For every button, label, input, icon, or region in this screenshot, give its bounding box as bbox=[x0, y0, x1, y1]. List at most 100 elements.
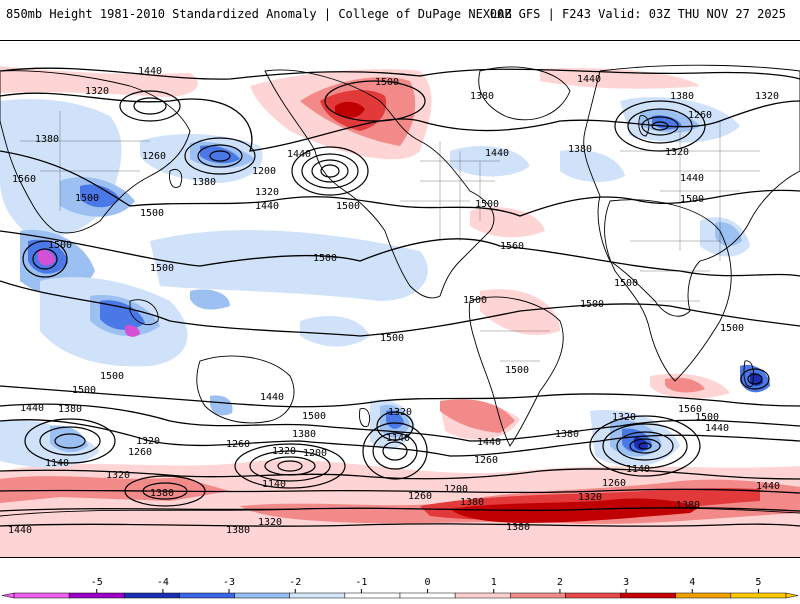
contour-label: 1440 bbox=[680, 173, 704, 184]
colorbar-ticks bbox=[96, 589, 759, 593]
contour-label: 1260 bbox=[408, 491, 432, 502]
contour-label: 1500 bbox=[505, 365, 529, 376]
eurasia-east-coast bbox=[0, 70, 191, 234]
colorbar-bin bbox=[675, 592, 732, 599]
contour-label: 1500 bbox=[475, 199, 499, 210]
japan-coast bbox=[169, 168, 183, 188]
contour-1560-north bbox=[0, 230, 800, 277]
contour-label: 1500 bbox=[463, 295, 487, 306]
contour-label: 1380 bbox=[35, 134, 59, 145]
contour-1320-south bbox=[0, 468, 800, 480]
contour-label: 1500 bbox=[375, 77, 399, 88]
colorbar-labels: -5 -4 -3 -2 -1 0 1 2 3 4 5 bbox=[91, 577, 762, 588]
contour-label: 1380 bbox=[58, 404, 82, 415]
contour-label: 1200 bbox=[303, 448, 327, 459]
contour-label: 1440 bbox=[485, 148, 509, 159]
contour-label: 1500 bbox=[695, 412, 719, 423]
colorbar-min-arrow bbox=[1, 592, 15, 599]
contour-label: 1320 bbox=[255, 187, 279, 198]
eurasia-coast bbox=[583, 64, 800, 317]
map-svg: 1440 1320 1380 1260 1560 1500 1500 1380 … bbox=[0, 41, 800, 557]
contour-label: 1560 bbox=[678, 404, 702, 415]
colorbar-tick-label: 0 bbox=[425, 577, 431, 588]
contour-1500-tropics bbox=[0, 280, 800, 337]
colorbar-bins bbox=[1, 592, 799, 599]
contour-label: 1500 bbox=[75, 193, 99, 204]
contour-label: 1260 bbox=[128, 447, 152, 458]
colorbar-bin bbox=[565, 592, 621, 599]
colorbar-bin bbox=[234, 592, 290, 599]
colorbar-tick-label: 2 bbox=[557, 577, 563, 588]
colorbar-tick-label: -2 bbox=[289, 577, 301, 588]
country-borders bbox=[20, 111, 760, 362]
contour-label: 1320 bbox=[272, 446, 296, 457]
low-north-atlantic bbox=[614, 100, 706, 152]
south-america-coast bbox=[468, 296, 564, 447]
low-south-pacific-west bbox=[234, 443, 346, 489]
colorbar-bin bbox=[179, 592, 235, 599]
contour-label: 1440 bbox=[8, 525, 32, 536]
contour-label: 1320 bbox=[106, 470, 130, 481]
low-north-pacific bbox=[291, 146, 369, 196]
contour-label: 1500 bbox=[140, 208, 164, 219]
colorbar-tick-label: 4 bbox=[689, 577, 695, 588]
contour-label: 1500 bbox=[380, 333, 404, 344]
model-run-info: 00Z GFS | F243 Valid: 03Z THU NOV 27 202… bbox=[489, 7, 786, 21]
contour-label: 1260 bbox=[688, 110, 712, 121]
contour-label: 1500 bbox=[302, 411, 326, 422]
contour-label: 1260 bbox=[602, 478, 626, 489]
contour-1500-south bbox=[0, 385, 800, 408]
map-panel[interactable]: 1440 1320 1380 1260 1560 1500 1500 1380 … bbox=[0, 40, 800, 558]
low-west-pacific bbox=[22, 240, 68, 278]
contour-label: 1320 bbox=[665, 147, 689, 158]
low-south-ring bbox=[124, 475, 206, 507]
contour-label: 1560 bbox=[500, 241, 524, 252]
colorbar-bin bbox=[344, 592, 401, 599]
contour-label: 1380 bbox=[226, 525, 250, 536]
australia-coast bbox=[196, 355, 295, 424]
colorbar-tick-label: -1 bbox=[355, 577, 367, 588]
contour-label: 1500 bbox=[720, 323, 744, 334]
colorbar-bin bbox=[620, 592, 676, 599]
colorbar-tick-label: 3 bbox=[623, 577, 629, 588]
colorbar-bin bbox=[124, 592, 180, 599]
colorbar-tick-label: 1 bbox=[491, 577, 497, 588]
colorbar-tick-label: -4 bbox=[157, 577, 169, 588]
contour-label: 1500 bbox=[614, 278, 638, 289]
contour-label: 1320 bbox=[755, 91, 779, 102]
contour-label: 1380 bbox=[506, 522, 530, 533]
contour-label: 1380 bbox=[670, 91, 694, 102]
low-south-atlantic bbox=[589, 415, 701, 477]
contour-label: 1440 bbox=[287, 149, 311, 160]
contour-label: 1140 bbox=[262, 479, 286, 490]
madagascar-coast bbox=[743, 360, 755, 387]
contour-label: 1200 bbox=[444, 484, 468, 495]
contour-label: 1500 bbox=[580, 299, 604, 310]
contour-label: 1500 bbox=[313, 253, 337, 264]
contour-label: 1260 bbox=[226, 439, 250, 450]
contour-label: 1380 bbox=[192, 177, 216, 188]
colorbar-tick-label: 5 bbox=[755, 577, 761, 588]
low-south-indian bbox=[24, 418, 116, 464]
africa-coast bbox=[604, 199, 732, 382]
contour-label: 1440 bbox=[756, 481, 780, 492]
colorbar-bin bbox=[289, 592, 346, 599]
contour-label: 1380 bbox=[676, 500, 700, 511]
height-contours bbox=[0, 67, 800, 527]
contour-label: 1320 bbox=[612, 412, 636, 423]
contour-label: 1320 bbox=[136, 436, 160, 447]
contour-labels: 1440 1320 1380 1260 1560 1500 1500 1380 … bbox=[8, 66, 780, 536]
contour-1260-south bbox=[0, 488, 800, 494]
contour-label: 1500 bbox=[72, 385, 96, 396]
contour-label: 1500 bbox=[48, 240, 72, 251]
colorbar-bin bbox=[454, 592, 511, 599]
contour-label: 1320 bbox=[85, 86, 109, 97]
contour-label: 1500 bbox=[680, 194, 704, 205]
closed-lows bbox=[22, 80, 770, 507]
contour-1380-polar bbox=[0, 507, 800, 512]
low-kamchatka bbox=[184, 137, 256, 175]
contour-label: 1140 bbox=[45, 458, 69, 469]
low-south-pacific-mid bbox=[362, 411, 428, 480]
chart-title: 850mb Height 1981-2010 Standardized Anom… bbox=[6, 7, 512, 21]
contour-1380-south bbox=[0, 419, 800, 457]
